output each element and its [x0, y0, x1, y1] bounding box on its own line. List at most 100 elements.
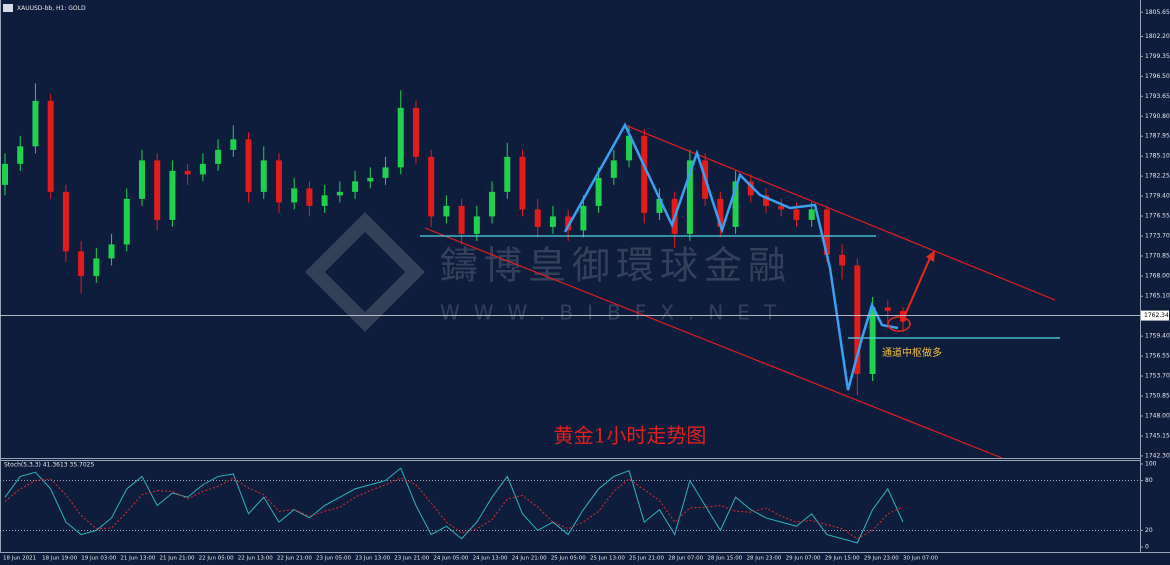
- y-tick-label: 20: [1145, 527, 1153, 534]
- candle-body: [17, 146, 24, 164]
- y-tick-label: 1745.15: [1145, 432, 1170, 439]
- candle-body: [549, 216, 556, 227]
- x-tick-label: 23 Jun 21:00: [394, 556, 429, 562]
- candle-body: [717, 198, 724, 227]
- y-tick-label: 1742.30: [1145, 452, 1170, 459]
- candle-body: [260, 160, 267, 192]
- y-tick-label: 1776.55: [1145, 213, 1170, 220]
- candle-body: [428, 156, 435, 217]
- y-tick-label: 1796.50: [1145, 73, 1170, 80]
- candle-body: [686, 160, 693, 234]
- candle-body: [367, 177, 374, 182]
- candle-body: [610, 160, 617, 178]
- x-tick-label: 29 Jun 07:00: [786, 556, 821, 562]
- x-tick-label: 29 Jun 15:00: [825, 556, 860, 562]
- watermark-url: WWW.BIBFX.NET: [440, 301, 790, 325]
- candle-body: [352, 181, 359, 192]
- x-tick-label: 24 Jun 21:00: [512, 556, 547, 562]
- y-tick-label: 1768.00: [1145, 272, 1170, 279]
- candle-body: [245, 139, 252, 192]
- chart-caption: 黄金1小时走势图: [554, 424, 707, 448]
- y-tick-label: 1793.65: [1145, 93, 1170, 100]
- candle-body: [504, 156, 511, 192]
- y-tick-label: 1790.80: [1145, 113, 1170, 120]
- candle-body: [382, 167, 389, 178]
- x-tick-label: 21 Jun 13:00: [120, 556, 155, 562]
- candle-body: [823, 209, 830, 255]
- candle-body: [123, 198, 130, 245]
- y-tick-label: 1748.00: [1145, 412, 1170, 419]
- y-tick-label: 80: [1145, 477, 1153, 484]
- x-tick-label: 28 Jun 07:00: [668, 556, 703, 562]
- y-tick-label: 1799.35: [1145, 53, 1170, 60]
- candle-body: [595, 177, 602, 206]
- candle-body: [169, 170, 176, 220]
- current-price-label: 1762.34: [1144, 312, 1169, 319]
- y-tick-label: 1756.55: [1145, 353, 1170, 360]
- y-tick-label: 0: [1145, 544, 1149, 551]
- x-tick-label: 24 Jun 13:00: [473, 556, 508, 562]
- x-tick-label: 25 Jun 05:00: [551, 556, 586, 562]
- y-tick-label: 1753.70: [1145, 373, 1170, 380]
- candle-body: [534, 209, 541, 227]
- candle-body: [62, 191, 69, 252]
- candle-body: [473, 216, 480, 234]
- candle-body: [306, 188, 313, 206]
- symbol-icon: [3, 4, 13, 12]
- drawings: [420, 122, 1060, 459]
- candle-body: [154, 160, 161, 220]
- candle-body: [443, 205, 450, 217]
- candle-body: [884, 307, 891, 311]
- x-tick-label: 25 Jun 13:00: [590, 556, 625, 562]
- y-tick-label: 1782.25: [1145, 173, 1170, 180]
- candle-body: [93, 258, 100, 276]
- x-tick-label: 22 Jun 13:00: [238, 556, 273, 562]
- y-tick-label: 1779.40: [1145, 193, 1170, 200]
- x-tick-label: 24 Jun 05:00: [433, 556, 468, 562]
- y-tick-label: 100: [1145, 460, 1157, 467]
- candle-body: [778, 205, 785, 210]
- candle-body: [215, 149, 222, 164]
- watermark: 鑄博皇御環球金融 WWW.BIBFX.NET: [305, 212, 790, 332]
- candle-body: [854, 265, 861, 374]
- current-price-box: [1141, 310, 1169, 321]
- y-tick-label: 1750.85: [1145, 393, 1170, 400]
- candle-body: [747, 181, 754, 196]
- candle-body: [397, 107, 404, 168]
- candle-body: [793, 209, 800, 220]
- candle-body: [108, 244, 115, 259]
- y-tick-label: 1765.10: [1145, 293, 1170, 300]
- x-tick-label: 29 Jun 23:00: [864, 556, 899, 562]
- x-tick-label: 23 Jun 13:00: [355, 556, 390, 562]
- candle-body: [839, 254, 846, 266]
- annotation: 通道中枢做多: [882, 346, 942, 359]
- y-tick-label: 1787.95: [1145, 133, 1170, 140]
- candle-body: [275, 160, 282, 203]
- candle-body: [519, 156, 526, 210]
- candles: [2, 83, 906, 395]
- candle-body: [656, 198, 663, 213]
- candle-body: [184, 170, 191, 175]
- candle-body: [412, 107, 419, 157]
- candle-body: [489, 191, 496, 217]
- stoch-title: Stoch(5,3,3) 41.3613 35.7025: [4, 462, 95, 469]
- x-tick-label: 25 Jun 21:00: [629, 556, 664, 562]
- candle-body: [230, 139, 237, 150]
- x-tick-label: 18 Jun 2021: [3, 556, 36, 562]
- x-tick-label: 30 Jun 07:00: [903, 556, 938, 562]
- candle-body: [291, 188, 298, 203]
- candle-body: [78, 251, 85, 276]
- x-tick-label: 22 Jun 05:00: [199, 556, 234, 562]
- candle-body: [763, 195, 770, 206]
- x-tick-label: 18 Jun 19:00: [42, 556, 77, 562]
- y-tick-label: 1770.85: [1145, 252, 1170, 259]
- y-tick-label: 1773.70: [1145, 233, 1170, 240]
- x-tick-label: 23 Jun 05:00: [316, 556, 351, 562]
- candle-body: [336, 191, 343, 196]
- candle-body: [869, 307, 876, 374]
- y-tick-label: 1759.40: [1145, 333, 1170, 340]
- candle-body: [808, 209, 815, 220]
- candle-body: [47, 100, 54, 192]
